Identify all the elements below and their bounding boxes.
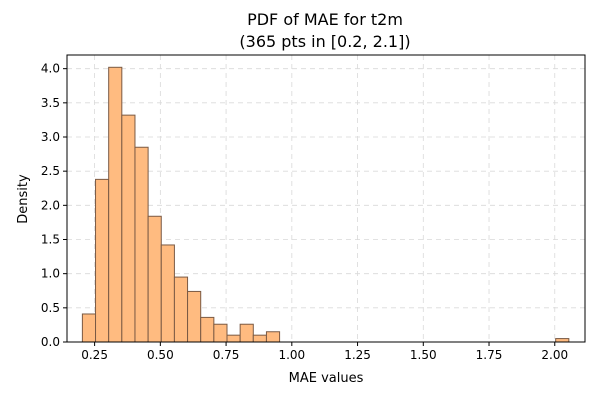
histogram-bar: [108, 66, 123, 343]
y-tick-label: 1.0: [41, 267, 60, 281]
y-tick-label: 4.0: [41, 62, 60, 76]
histogram-bar: [252, 334, 267, 343]
y-tick-label: 1.5: [41, 233, 60, 247]
histogram-bar: [173, 276, 189, 343]
x-tick-label: 0.25: [81, 348, 108, 362]
x-tick-label: 1.75: [476, 348, 503, 362]
chart-title: PDF of MAE for t2m: [247, 10, 403, 29]
x-tick-label: 1.25: [344, 348, 371, 362]
histogram-bar: [147, 215, 162, 343]
x-tick-label: 0.50: [147, 348, 174, 362]
histogram-bar: [265, 331, 281, 343]
y-tick-label: 3.5: [41, 96, 60, 110]
y-axis-label: Density: [16, 174, 31, 224]
x-tick-label: 1.50: [410, 348, 437, 362]
histogram-bar: [134, 146, 149, 343]
y-tick-label: 3.0: [41, 130, 60, 144]
histogram-bar: [555, 338, 570, 343]
y-tick-label: 0.5: [41, 301, 60, 315]
x-tick-label: 0.75: [213, 348, 240, 362]
histogram-bars: [81, 66, 570, 343]
histogram-bar: [160, 244, 175, 343]
histogram-bar: [81, 313, 97, 343]
x-tick-label: 2.00: [541, 348, 568, 362]
x-tick-label: 1.00: [278, 348, 305, 362]
chart-subtitle: (365 pts in [0.2, 2.1]): [239, 32, 410, 51]
y-tick-label: 0.0: [41, 335, 60, 349]
histogram-bar: [200, 316, 215, 343]
histogram-bar: [239, 323, 254, 343]
y-tick-label: 2.0: [41, 198, 60, 212]
x-axis-ticks: 0.25 0.50 0.75 1.00 1.25 1.50 1.75 2.00: [81, 342, 568, 362]
histogram-bar: [187, 290, 202, 343]
y-axis-ticks: 0.0 0.5 1.0 1.5 2.0 2.5 3.0 3.5 4.0: [41, 62, 67, 349]
plot-area-frame: [66, 54, 586, 343]
histogram-bar: [226, 334, 241, 343]
histogram-bar: [95, 178, 110, 343]
x-axis-label: MAE values: [289, 371, 364, 386]
grid-lines: [67, 55, 585, 343]
y-tick-label: 2.5: [41, 164, 60, 178]
histogram-bar: [213, 323, 228, 343]
histogram-bar: [121, 114, 136, 343]
